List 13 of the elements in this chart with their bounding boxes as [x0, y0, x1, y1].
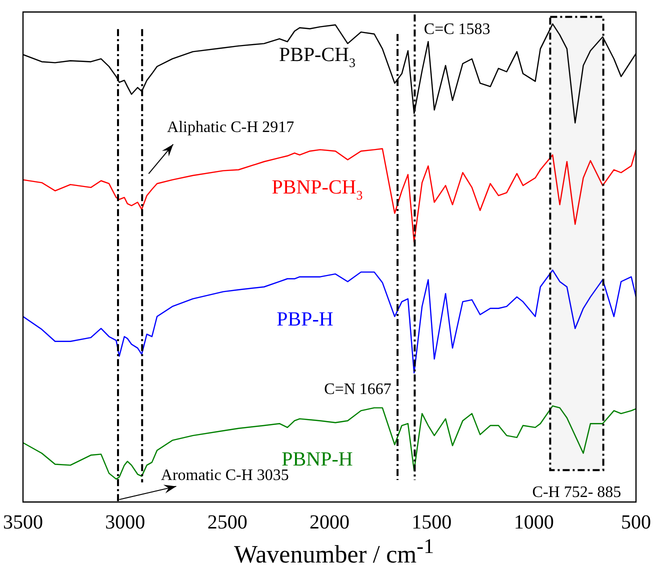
x-axis-title: Wavenumber / cm$^{-1}$ [232, 534, 435, 570]
x-tick-label: 1500 [412, 511, 452, 534]
x-tick-label: 500 [621, 511, 651, 534]
series-label: PBP-H [276, 308, 334, 331]
x-tick-label: 3000 [105, 511, 146, 534]
ref-line-label: C=N 1667 [324, 381, 392, 398]
band-label: C-H 752- 885 [532, 484, 622, 502]
x-tick-label: 3500 [3, 511, 43, 534]
x-tick-label: 2500 [207, 511, 248, 534]
x-tick-label: 1000 [514, 511, 554, 534]
ref-line-label: Aliphatic C-H 2917 [167, 119, 294, 136]
x-tick-label: 2000 [310, 511, 350, 534]
ref-line-label: C=C 1583 [424, 21, 490, 38]
